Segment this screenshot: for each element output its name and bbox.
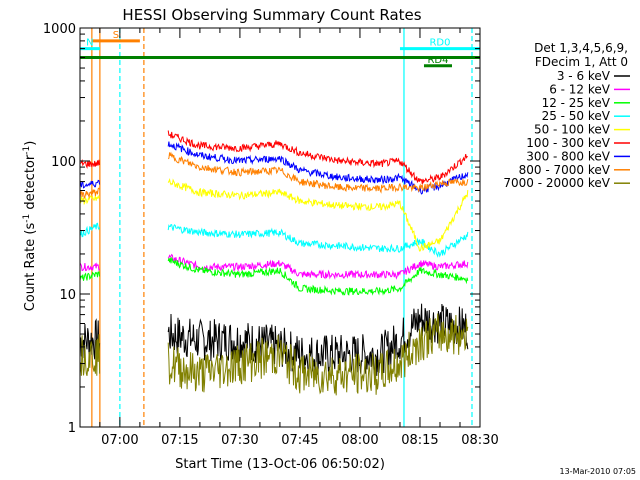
series-line-4-seg-0	[79, 194, 101, 206]
series-line-7-seg-0	[79, 187, 101, 200]
legend-header-line-2: FDecim 1, Att 0	[535, 55, 628, 69]
x-tick-label-0: 07:00	[101, 433, 138, 448]
x-tick-label-1: 07:15	[161, 433, 198, 448]
series-line-4-seg-1	[167, 178, 469, 252]
legend-label-4: 50 - 100 keV	[534, 123, 611, 137]
y-tick-label-2: 100	[51, 155, 76, 170]
legend-header-line-1: Det 1,3,4,5,6,9,	[534, 41, 628, 55]
legend-label-3: 25 - 50 keV	[542, 109, 611, 123]
series-lines	[79, 130, 469, 396]
series-line-8-seg-1	[167, 313, 469, 396]
flag-label-4: RD4	[427, 55, 448, 66]
x-tick-label-6: 08:30	[461, 433, 498, 448]
series-line-3-seg-0	[79, 222, 101, 238]
series-line-6-seg-0	[79, 179, 101, 189]
y-tick-label-3: 1000	[43, 22, 76, 37]
x-tick-label-2: 07:30	[221, 433, 258, 448]
series-line-2-seg-1	[167, 256, 469, 296]
legend-label-0: 3 - 6 keV	[557, 69, 611, 83]
timestamp: 13-Mar-2010 07:05	[560, 467, 637, 476]
x-axis-label: Start Time (13-Oct-06 06:50:02)	[175, 457, 385, 472]
series-line-5-seg-1	[167, 130, 468, 185]
flag-label-1: N	[86, 38, 93, 49]
x-tick-label-3: 07:45	[281, 433, 318, 448]
series-line-3-seg-1	[167, 224, 469, 258]
legend-label-8: 7000 - 20000 keV	[503, 176, 610, 190]
legend-label-2: 12 - 25 keV	[542, 96, 611, 110]
x-tick-label-4: 08:00	[341, 433, 378, 448]
series-line-1-seg-0	[79, 262, 100, 272]
axes: 1 10 100 1000 07:00 07:15 07:30 07:45 08:00 08:15…	[43, 22, 499, 448]
series-line-8-seg-0	[79, 334, 101, 376]
series-line-2-seg-0	[79, 271, 101, 281]
x-tick-label-5: 08:15	[401, 433, 438, 448]
flag-bars: S N RD0 RD4	[79, 30, 480, 68]
flag-label-0: S	[113, 30, 119, 41]
y-tick-label-0: 1	[68, 421, 76, 436]
legend: Det 1,3,4,5,6,9, FDecim 1, Att 0 3 - 6 k…	[503, 41, 630, 190]
series-line-0-seg-0	[79, 318, 101, 360]
legend-label-1: 6 - 12 keV	[549, 82, 611, 96]
series-line-5-seg-0	[79, 158, 101, 169]
y-tick-label-1: 10	[59, 288, 76, 303]
legend-label-5: 100 - 300 keV	[526, 136, 610, 150]
series-line-1-seg-1	[167, 253, 469, 280]
vertical-markers	[91, 28, 473, 427]
legend-label-6: 300 - 800 keV	[526, 149, 610, 163]
y-axis-label: Count Rate (s-1 detector-1)	[22, 141, 38, 312]
legend-label-7: 800 - 7000 keV	[519, 163, 611, 177]
flag-label-3: RD0	[429, 38, 450, 49]
plot-frame	[79, 27, 481, 428]
chart-title: HESSI Observing Summary Count Rates	[122, 6, 421, 24]
series-line-7-seg-1	[167, 151, 469, 194]
